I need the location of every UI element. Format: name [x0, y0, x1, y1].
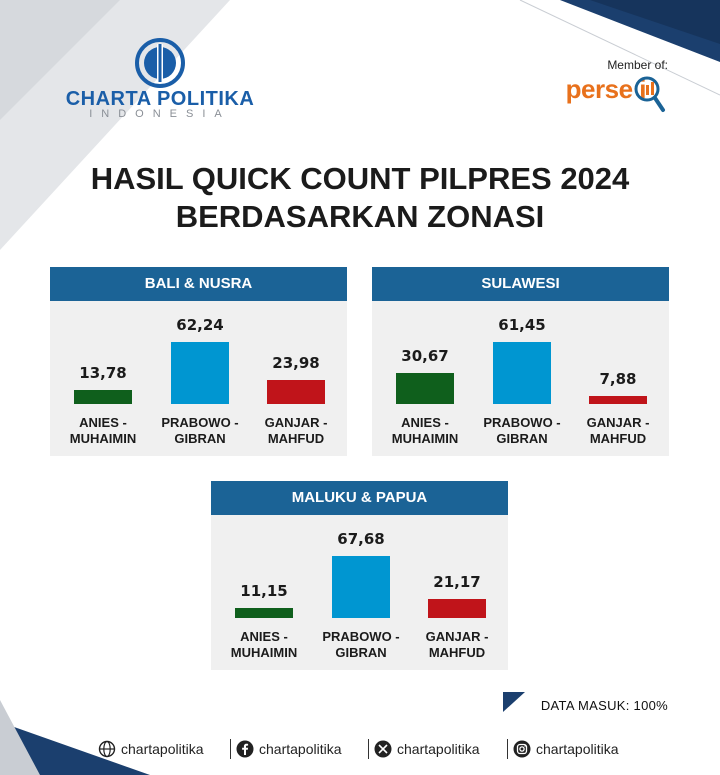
bar-chart: 30,67 ANIES - MUHAIMIN 61,45 PRABOWO - GIBR… [372, 301, 669, 455]
social-item-facebook[interactable]: chartapolitika [236, 738, 342, 760]
divider [230, 739, 231, 759]
category-label: ANIES - MUHAIMIN [391, 415, 459, 446]
panel-title: MALUKU & PAPUA [211, 481, 508, 515]
bar-chart: 11,15 ANIES - MUHAIMIN 67,68 PRABOWO - GIBR… [211, 515, 508, 669]
data-masuk-label: DATA MASUK: 100% [540, 698, 668, 713]
category-label: PRABOWO - GIBRAN [161, 415, 239, 446]
charta-politika-logo: CHARTA POLITIKA INDONESIA [50, 38, 270, 120]
divider [507, 739, 508, 759]
value-label: 23,98 [272, 354, 320, 372]
bar-prabowo-gibran [493, 342, 551, 404]
social-item-instagram[interactable]: chartapolitika [513, 738, 619, 760]
member-label: Member of: [607, 58, 668, 72]
facebook-icon [236, 740, 254, 758]
title-line-2: BERDASARKAN ZONASI [175, 199, 545, 234]
value-label: 30,67 [401, 347, 449, 365]
value-label: 11,15 [240, 582, 288, 600]
bar-ganjar-mahfud [428, 599, 486, 618]
social-handle: chartapolitika [259, 741, 342, 757]
bar-prabowo-gibran [171, 342, 229, 404]
x-icon [374, 740, 392, 758]
persepi-logo-text: perse i [565, 74, 647, 104]
bar-anies-muhaimin [235, 608, 293, 618]
bar-anies-muhaimin [396, 373, 454, 404]
page-title: HASIL QUICK COUNT PILPRES 2024 BERDASARK… [0, 160, 720, 236]
value-label: 7,88 [599, 370, 637, 388]
social-handle: chartapolitika [397, 741, 480, 757]
bar-chart: 13,78 ANIES - MUHAIMIN 62,24 PRABOWO - GIBR… [50, 301, 347, 455]
logo-subtext: INDONESIA [89, 108, 231, 120]
category-label: PRABOWO - GIBRAN [483, 415, 561, 446]
instagram-icon [513, 740, 531, 758]
value-label: 67,68 [337, 530, 385, 548]
bar-ganjar-mahfud [267, 380, 325, 404]
magnifier-chart-icon [634, 76, 665, 112]
bar-anies-muhaimin [74, 390, 132, 404]
member-badge: Member of: perse i [548, 58, 668, 118]
panel-bali-nusra: BALI & NUSRA 13,78 ANIES - MUHAIMIN 62,24 P… [50, 267, 347, 456]
logo-emblem-icon [135, 38, 185, 88]
category-label: GANJAR - MAHFUD [586, 415, 650, 446]
value-label: 62,24 [176, 316, 224, 334]
value-label: 61,45 [498, 316, 546, 334]
category-label: PRABOWO - GIBRAN [322, 629, 400, 660]
panel-maluku-papua: MALUKU & PAPUA 11,15 ANIES - MUHAIMIN 67,6… [211, 481, 508, 670]
social-item-x[interactable]: chartapolitika [374, 738, 480, 760]
category-label: GANJAR - MAHFUD [264, 415, 328, 446]
panel-sulawesi: SULAWESI 30,67 ANIES - MUHAIMIN 61,45 PRABO… [372, 267, 669, 456]
title-line-1: HASIL QUICK COUNT PILPRES 2024 [90, 161, 630, 196]
data-masuk-triangle-icon [503, 692, 525, 712]
social-handle: chartapolitika [536, 741, 619, 757]
bar-prabowo-gibran [332, 556, 390, 618]
logo-text: CHARTA POLITIKA [65, 88, 255, 110]
social-item-web[interactable]: chartapolitika [98, 738, 204, 760]
category-label: ANIES - MUHAIMIN [69, 415, 137, 446]
social-footer: chartapolitika chartapolitika chartapoli… [98, 738, 638, 760]
social-handle: chartapolitika [121, 741, 204, 757]
value-label: 13,78 [79, 364, 127, 382]
category-label: ANIES - MUHAIMIN [230, 629, 298, 660]
panel-title: SULAWESI [372, 267, 669, 301]
category-label: GANJAR - MAHFUD [425, 629, 489, 660]
globe-icon [98, 740, 116, 758]
divider [368, 739, 369, 759]
value-label: 21,17 [433, 573, 481, 591]
bar-ganjar-mahfud [589, 396, 647, 404]
panel-title: BALI & NUSRA [50, 267, 347, 301]
